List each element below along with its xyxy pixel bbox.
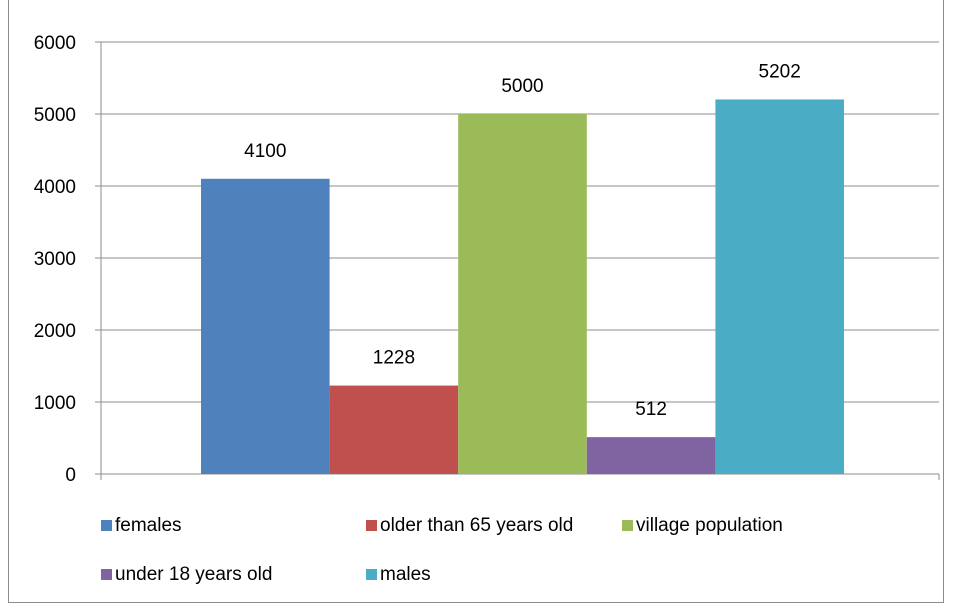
bar-older-than-65-years-old (329, 385, 459, 474)
bar-village-population (458, 114, 587, 474)
y-tick-label: 6000 (34, 33, 76, 54)
bar-females (201, 178, 330, 475)
y-tick-label: 5000 (34, 105, 76, 126)
y-tick-label: 1000 (34, 393, 76, 414)
data-label: 5202 (759, 61, 801, 82)
data-label: 5000 (501, 76, 543, 97)
legend-label: under 18 years old (115, 564, 272, 585)
bars (201, 99, 844, 475)
legend-swatch (366, 520, 377, 531)
data-label: 4100 (244, 141, 286, 162)
bar-males (715, 99, 844, 475)
legend-label: older than 65 years old (380, 515, 573, 536)
legend: females older than 65 years old village po… (101, 515, 783, 585)
legend-swatch (622, 520, 633, 531)
data-label: 512 (635, 399, 667, 420)
legend-swatch (366, 569, 377, 580)
y-tick-label: 2000 (34, 321, 76, 342)
legend-swatch (101, 569, 112, 580)
legend-label: males (380, 564, 431, 585)
bar-under-18-years-old (586, 437, 716, 474)
y-axis-tick-labels: 0 1000 2000 3000 4000 5000 6000 (34, 33, 76, 486)
y-tick-label: 4000 (34, 177, 76, 198)
y-tick-label: 3000 (34, 249, 76, 270)
legend-swatch (101, 520, 112, 531)
data-label: 1228 (373, 348, 415, 369)
legend-label: females (115, 515, 182, 536)
legend-label: village population (636, 515, 783, 536)
data-labels: 4100 1228 5000 512 5202 (244, 61, 801, 420)
y-tick-label: 0 (65, 465, 76, 486)
